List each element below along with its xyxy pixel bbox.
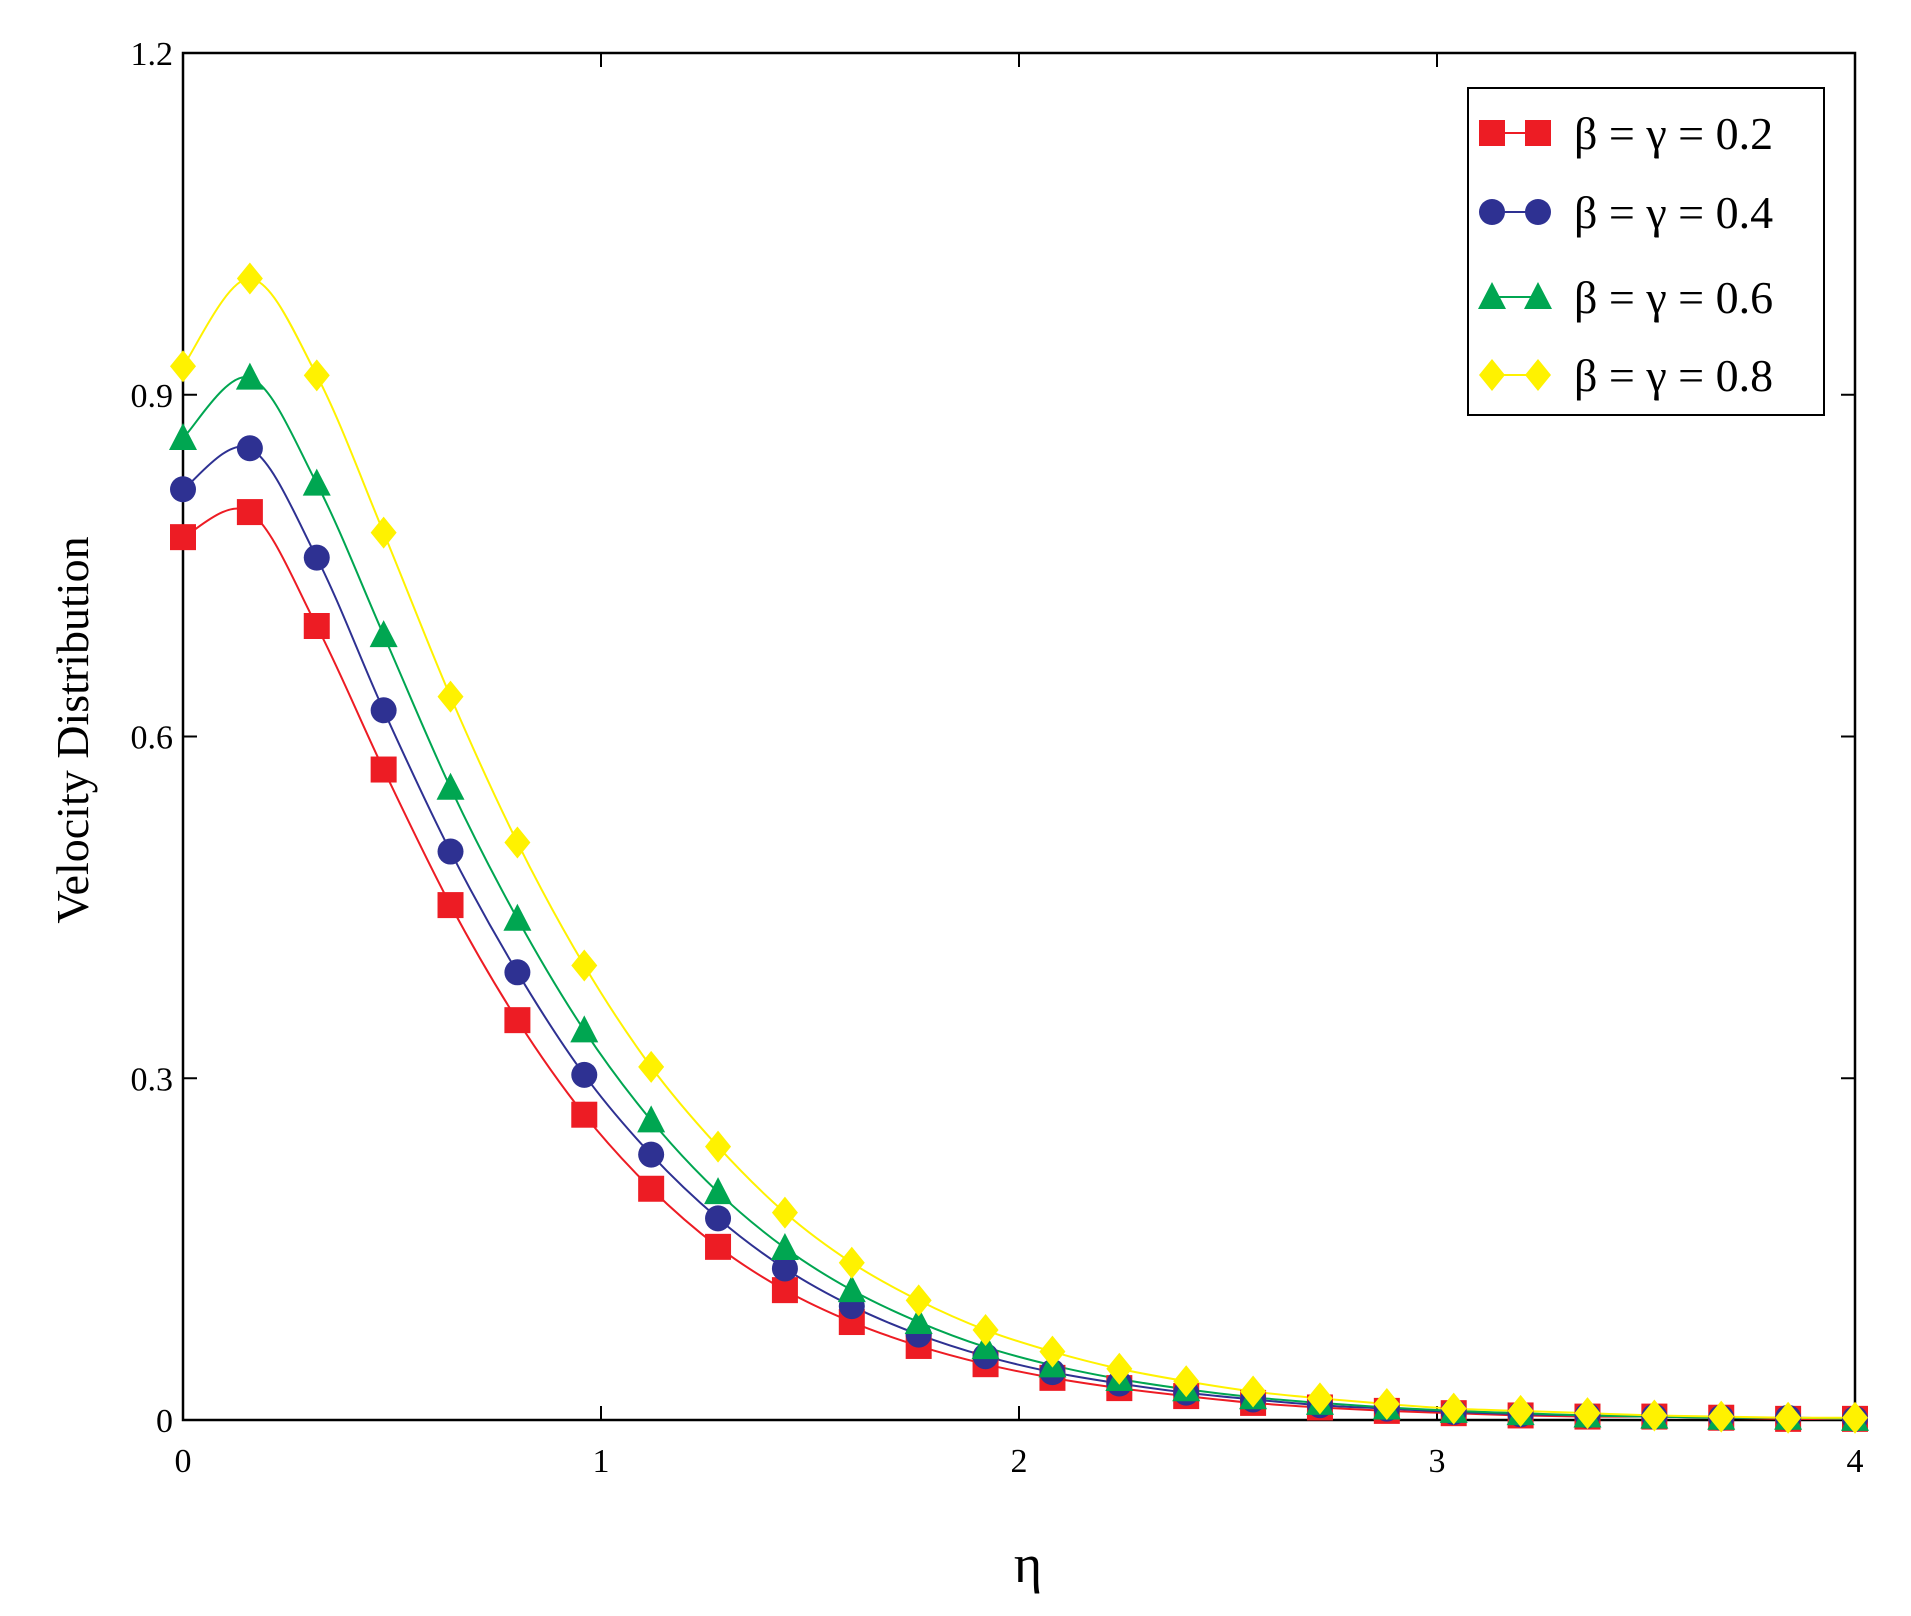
x-tick-label: 0	[175, 1443, 192, 1480]
x-axis-title: η	[1014, 1534, 1042, 1594]
legend-label-4: β = γ = 0.8	[1574, 350, 1773, 401]
series-lines	[182, 277, 1856, 1420]
data-point-s1	[170, 524, 196, 551]
data-point-s2	[170, 476, 196, 503]
data-point-s4	[1842, 1401, 1868, 1434]
y-axis-title: Velocity Distribution	[47, 536, 98, 923]
data-point-s1	[571, 1101, 598, 1128]
data-point-s4	[571, 949, 598, 982]
data-point-s4	[1440, 1392, 1467, 1425]
data-point-s3	[503, 903, 532, 931]
data-point-s3	[570, 1015, 599, 1043]
data-point-s4	[838, 1246, 865, 1279]
data-point-s3	[369, 620, 398, 648]
y-tick-label: 1.2	[131, 36, 174, 73]
data-point-s3	[704, 1177, 733, 1205]
data-point-s2	[370, 697, 397, 724]
data-point-s4	[705, 1130, 732, 1163]
series-line-4	[182, 277, 1856, 1419]
data-point-s1	[437, 892, 464, 919]
data-point-s4	[236, 262, 263, 295]
data-point-s4	[1574, 1397, 1601, 1430]
legend-label-3: β = γ = 0.6	[1574, 272, 1773, 323]
data-point-s2	[571, 1061, 598, 1088]
series-line-2	[182, 445, 1856, 1420]
axis-ticks: 0 1 2 3 4 0 0.3 0.6 0.9 1.2	[131, 36, 1864, 1480]
data-point-s3	[837, 1275, 866, 1303]
data-point-s4	[1240, 1375, 1267, 1408]
legend-label-1: β = γ = 0.2	[1574, 108, 1773, 159]
data-point-s1	[638, 1175, 665, 1202]
x-tick-label: 1	[593, 1443, 610, 1480]
data-point-s4	[638, 1050, 665, 1083]
data-point-s2	[236, 435, 263, 462]
legend-label-2: β = γ = 0.4	[1574, 187, 1773, 238]
data-point-s4	[437, 680, 464, 713]
data-point-s2	[771, 1255, 798, 1282]
data-point-s4	[504, 826, 531, 859]
y-tick-label: 0.6	[131, 720, 174, 757]
legend-marker-4	[1525, 359, 1551, 391]
data-point-s4	[1039, 1335, 1066, 1368]
series-line-3	[182, 376, 1856, 1420]
data-point-s4	[905, 1284, 932, 1317]
data-point-s1	[236, 499, 263, 526]
x-tick-label: 2	[1011, 1443, 1028, 1480]
data-point-s4	[170, 350, 196, 383]
data-point-s2	[638, 1141, 665, 1168]
data-point-s2	[303, 544, 330, 571]
x-tick-label: 4	[1847, 1443, 1864, 1480]
data-point-s4	[1306, 1382, 1333, 1415]
legend-marker-1	[1525, 120, 1551, 146]
data-point-s4	[1507, 1394, 1534, 1427]
data-point-s3	[770, 1232, 799, 1260]
legend: β = γ = 0.2 β = γ = 0.4 β = γ = 0.6 β = γ =…	[1467, 87, 1825, 416]
data-point-s2	[705, 1205, 732, 1232]
data-point-s4	[303, 359, 330, 392]
data-point-s4	[1173, 1365, 1200, 1398]
y-tick-label: 0	[156, 1403, 173, 1440]
data-point-s2	[504, 959, 531, 986]
series-line-1	[182, 507, 1856, 1420]
data-point-s4	[771, 1196, 798, 1229]
legend-marker-3	[1478, 282, 1506, 309]
legend-marker-2	[1479, 199, 1505, 225]
data-point-s4	[1708, 1400, 1735, 1433]
y-tick-label: 0.9	[131, 378, 174, 415]
series-markers	[169, 262, 1869, 1434]
y-tick-label: 0.3	[131, 1061, 174, 1098]
data-point-s1	[303, 613, 330, 640]
data-point-s3	[302, 468, 331, 496]
data-point-s4	[370, 516, 397, 549]
data-point-s1	[370, 756, 397, 783]
data-point-s1	[504, 1007, 531, 1034]
data-point-s4	[1775, 1401, 1802, 1434]
legend-marker-1	[1479, 120, 1505, 146]
data-point-s3	[637, 1105, 666, 1133]
data-point-s1	[705, 1233, 732, 1260]
data-point-s2	[437, 838, 464, 865]
legend-marker-2	[1525, 199, 1551, 225]
data-point-s3	[169, 423, 197, 451]
legend-marker-4	[1479, 359, 1505, 391]
data-point-s4	[972, 1314, 999, 1347]
data-point-s3	[904, 1307, 933, 1335]
x-tick-label: 3	[1429, 1443, 1446, 1480]
data-point-s4	[1106, 1352, 1133, 1385]
data-point-s3	[436, 772, 465, 800]
data-point-s4	[1373, 1388, 1400, 1421]
data-point-s3	[235, 362, 264, 390]
data-point-s4	[1641, 1399, 1668, 1432]
legend-marker-3	[1524, 282, 1552, 309]
